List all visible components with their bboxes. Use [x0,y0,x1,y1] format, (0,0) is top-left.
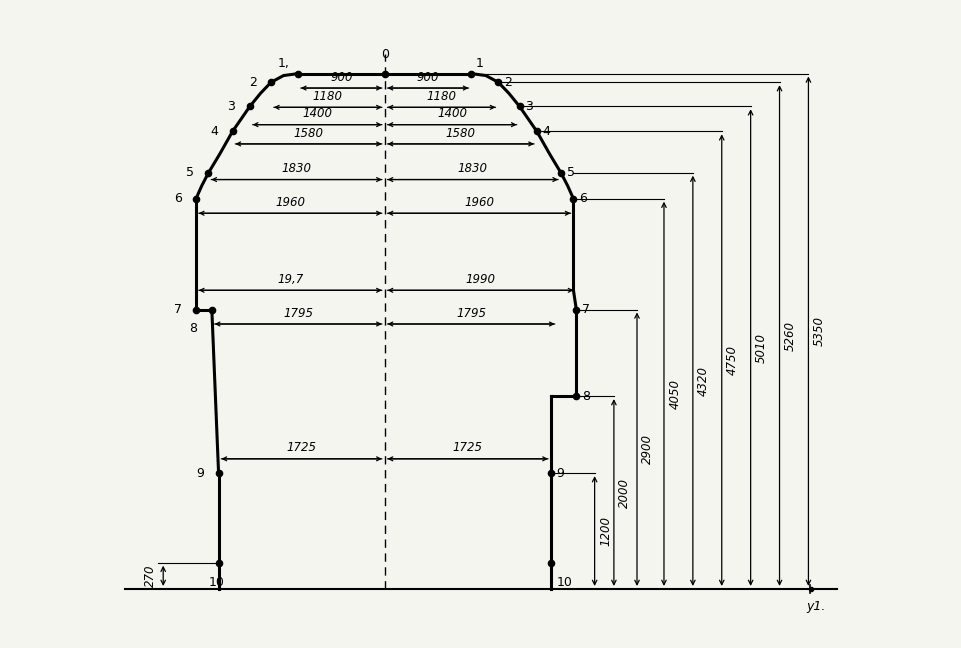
Text: 9: 9 [556,467,564,480]
Text: 2900: 2900 [641,434,653,464]
Text: 1580: 1580 [445,126,476,139]
Text: 10: 10 [209,575,224,588]
Text: 4: 4 [210,125,218,138]
Text: 1180: 1180 [426,90,456,103]
Text: 8: 8 [189,322,197,335]
Text: 5010: 5010 [754,332,767,363]
Text: 1725: 1725 [453,441,482,454]
Text: 8: 8 [581,389,589,402]
Text: 4050: 4050 [668,379,680,409]
Text: 1960: 1960 [463,196,494,209]
Text: 1830: 1830 [282,162,311,175]
Text: 6: 6 [579,192,586,205]
Text: 0: 0 [381,48,388,61]
Text: 3: 3 [525,100,532,113]
Text: 9: 9 [196,467,204,480]
Text: 1180: 1180 [312,90,342,103]
Text: 5: 5 [566,167,574,179]
Text: 1,: 1, [277,58,289,71]
Text: 1795: 1795 [456,307,485,319]
Text: 7: 7 [581,303,589,316]
Text: 1: 1 [475,58,482,71]
Text: 900: 900 [330,71,353,84]
Text: 4320: 4320 [697,366,709,396]
Text: 2: 2 [504,76,511,89]
Text: 2: 2 [249,76,257,89]
Text: 1960: 1960 [275,196,305,209]
Text: 5260: 5260 [783,321,796,351]
Text: 1795: 1795 [283,307,313,319]
Text: 4750: 4750 [726,345,738,375]
Text: 5350: 5350 [812,316,825,346]
Text: 10: 10 [556,575,572,588]
Text: 2000: 2000 [618,478,630,507]
Text: 270: 270 [144,564,158,587]
Text: 1400: 1400 [436,108,467,121]
Text: 7: 7 [173,303,182,316]
Text: 1400: 1400 [302,108,332,121]
Text: у1.: у1. [805,601,825,614]
Text: 1580: 1580 [293,126,323,139]
Text: 3: 3 [228,100,235,113]
Text: 6: 6 [173,192,182,205]
Text: 4: 4 [542,125,550,138]
Text: 1725: 1725 [286,441,316,454]
Text: 900: 900 [416,71,439,84]
Text: 19,7: 19,7 [277,273,303,286]
Text: 1830: 1830 [457,162,487,175]
Text: 1200: 1200 [599,516,611,546]
Text: 5: 5 [185,167,194,179]
Text: 1990: 1990 [465,273,495,286]
